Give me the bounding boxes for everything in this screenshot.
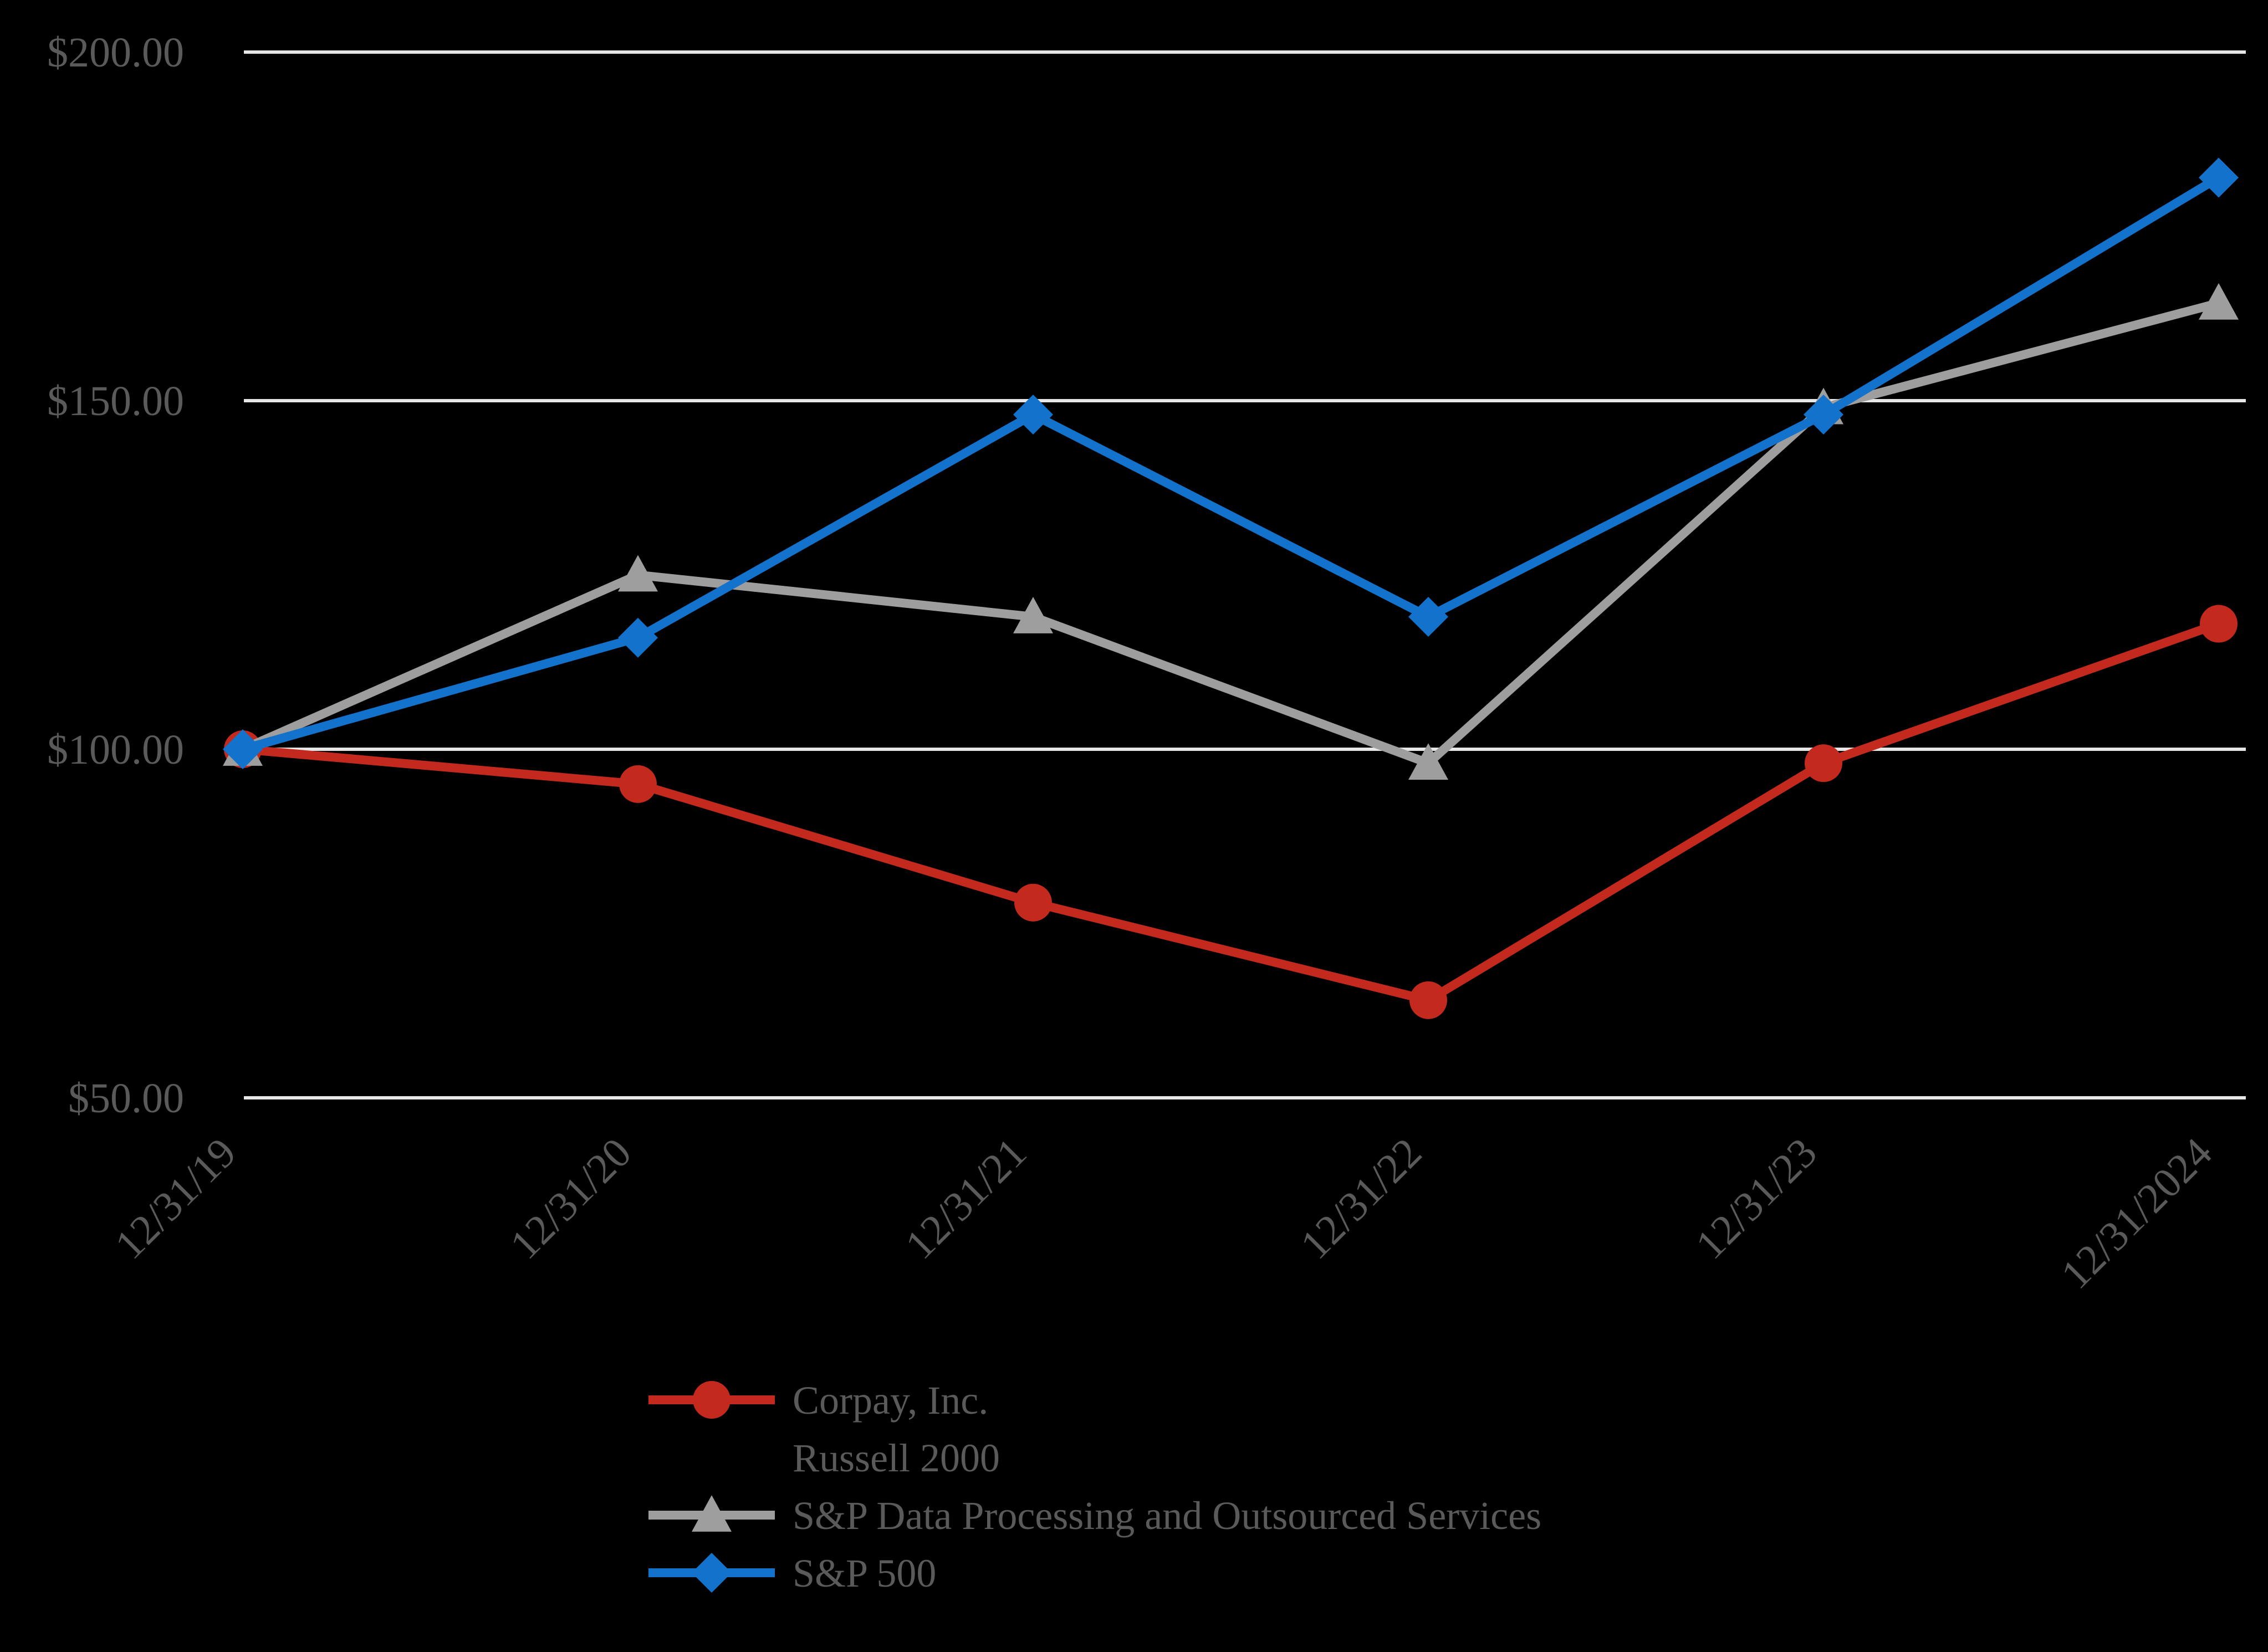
legend-swatch-marker xyxy=(692,1495,732,1532)
y-tick-label: $200.00 xyxy=(47,29,184,76)
legend-label: Russell 2000 xyxy=(793,1436,1000,1480)
series-marker-corpay-inc xyxy=(1014,883,1052,922)
legend: Corpay, Inc. Russell 2000 S&P Data Process… xyxy=(648,1378,1541,1595)
series-marker-corpay-inc xyxy=(2200,605,2238,643)
y-tick-label: $100.00 xyxy=(47,727,184,773)
legend-item: S&P Data Processing and Outsourced Servi… xyxy=(648,1494,1541,1538)
series-marker-s-p-500 xyxy=(1013,395,1053,435)
x-tick-label: 12/31/21 xyxy=(897,1129,1035,1268)
series-line-corpay-inc xyxy=(242,620,2220,1005)
series-marker-s-p-data-processing-and-outsourced-services xyxy=(2199,283,2239,320)
legend-item: S&P 500 xyxy=(648,1551,936,1595)
legend-swatch-marker xyxy=(692,1553,732,1593)
series-line-s-p-data-processing-and-outsourced-services xyxy=(241,299,2220,769)
series-line-s-p-500 xyxy=(241,173,2221,754)
series-marker-s-p-data-processing-and-outsourced-services xyxy=(1013,596,1053,633)
x-tick-label: 12/31/2024 xyxy=(2052,1129,2221,1298)
series-marker-corpay-inc xyxy=(1409,981,1447,1019)
legend-label: S&P Data Processing and Outsourced Servi… xyxy=(793,1494,1541,1538)
series-marker-corpay-inc xyxy=(619,765,657,803)
y-tick-label: $50.00 xyxy=(68,1075,184,1122)
x-tick-label: 12/31/23 xyxy=(1687,1129,1826,1268)
series-marker-corpay-inc xyxy=(1805,744,1842,782)
series-marker-s-p-500 xyxy=(2199,157,2239,198)
series-marker-s-p-500 xyxy=(223,729,263,769)
series-marker-s-p-500 xyxy=(1804,395,1843,435)
x-tick-label: 12/31/19 xyxy=(106,1129,245,1268)
gridlines xyxy=(244,50,2246,1099)
x-tick-label: 12/31/22 xyxy=(1292,1129,1431,1268)
series-lines xyxy=(223,157,2239,1019)
series-marker-s-p-data-processing-and-outsourced-services xyxy=(1408,743,1448,780)
legend-item: Russell 2000 xyxy=(793,1436,1000,1480)
legend-label: S&P 500 xyxy=(793,1551,936,1595)
x-tick-label: 12/31/20 xyxy=(502,1129,640,1268)
y-axis-tick-labels: $200.00 $150.00 $100.00 $50.00 xyxy=(47,29,184,1122)
series-marker-s-p-data-processing-and-outsourced-services xyxy=(618,555,658,592)
y-tick-label: $150.00 xyxy=(47,378,184,424)
legend-item: Corpay, Inc. xyxy=(648,1378,988,1423)
series-marker-s-p-500 xyxy=(1408,596,1448,637)
x-axis-tick-labels: 12/31/19 12/31/20 12/31/21 12/31/22 12/31/23… xyxy=(106,1129,2221,1298)
legend-swatch-marker xyxy=(693,1381,731,1419)
series-marker-s-p-500 xyxy=(618,617,658,658)
legend-label: Corpay, Inc. xyxy=(793,1378,988,1423)
